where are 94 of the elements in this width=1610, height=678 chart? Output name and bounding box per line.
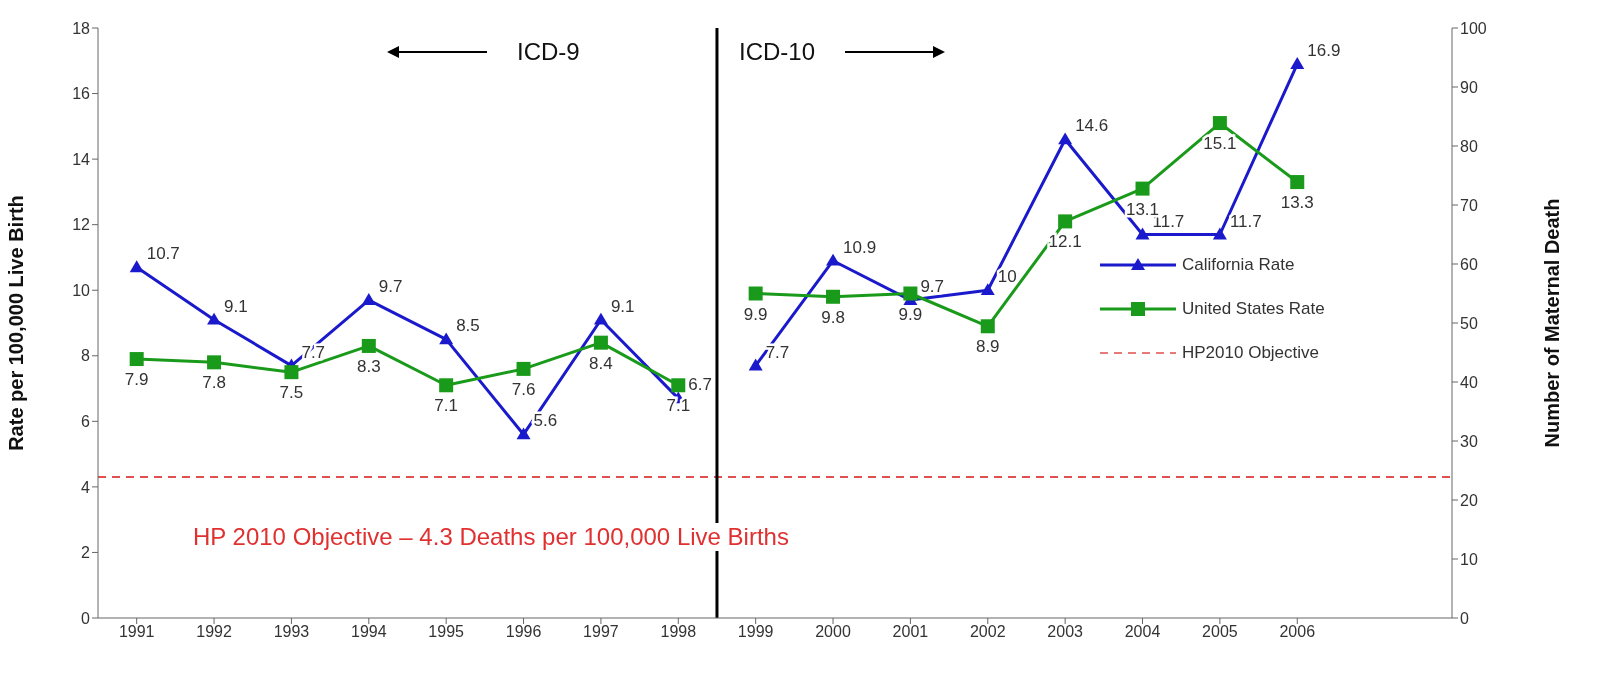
y2-tick-label: 0 (1460, 609, 1469, 627)
data-label: 7.7 (765, 342, 790, 362)
x-tick-label: 1992 (196, 623, 232, 641)
point (516, 427, 531, 440)
data-label: 14.6 (1075, 116, 1109, 136)
point (207, 312, 222, 325)
x-tick-label: 2003 (1047, 623, 1084, 641)
point (1135, 227, 1150, 240)
y-tick-label: 14 (72, 150, 91, 168)
x-tick-label: 1994 (351, 623, 387, 641)
y2-tick-label: 80 (1460, 137, 1478, 155)
point (748, 358, 763, 371)
data-label: 8.9 (975, 337, 1000, 357)
y-axis-title: Rate per 100,000 Live Birth (5, 195, 28, 451)
x-tick-label: 1993 (273, 623, 310, 641)
point (1212, 116, 1227, 131)
x-tick-label: 1997 (583, 623, 619, 641)
point (903, 286, 918, 301)
y2-tick-label: 70 (1460, 196, 1478, 214)
y2-axis-title: Number of Maternal Death (1541, 198, 1564, 448)
data-label: 9.1 (224, 296, 248, 316)
data-label: 10 (997, 267, 1017, 287)
y2-tick-label: 20 (1460, 491, 1478, 509)
point (129, 260, 144, 273)
x-tick-label: 2001 (892, 623, 929, 641)
annotation: ICD-10 (738, 38, 815, 66)
data-label: 13.3 (1280, 193, 1314, 213)
point (980, 319, 995, 334)
data-label: 16.9 (1307, 41, 1341, 61)
point (1290, 175, 1305, 190)
data-label: 8.5 (456, 316, 480, 336)
y2-tick-label: 10 (1460, 550, 1478, 568)
data-label: 6.7 (688, 375, 712, 395)
data-label: 8.4 (589, 353, 613, 373)
annotation: HP 2010 Objective – 4.3 Deaths per 100,000 Live Births (193, 522, 789, 551)
data-label: 9.8 (821, 307, 845, 327)
y-tick-label: 4 (81, 478, 91, 496)
y-tick-label: 2 (81, 544, 91, 562)
x-tick-label: 1998 (660, 623, 697, 641)
y-tick-label: 18 (72, 19, 91, 37)
y2-tick-label: 60 (1460, 255, 1478, 273)
data-label: 8.3 (356, 356, 381, 376)
point (1290, 57, 1305, 69)
x-tick-label: 2005 (1202, 623, 1238, 641)
x-tick-label: 1995 (428, 623, 465, 641)
data-label: 7.1 (666, 396, 691, 416)
point (1058, 132, 1073, 145)
data-label: 9.7 (378, 277, 403, 297)
x-tick-label: 2006 (1279, 623, 1316, 641)
x-tick-label: 2000 (815, 623, 851, 641)
x-tick-label: 2004 (1124, 623, 1161, 641)
data-label: 10.7 (146, 244, 180, 264)
point (748, 286, 763, 301)
point (1212, 227, 1227, 240)
x-tick-label: 1999 (737, 623, 774, 641)
data-label: 7.1 (434, 396, 458, 416)
point (826, 253, 841, 266)
annotation: ICD-9 (516, 38, 580, 66)
legend-label: California Rate (1182, 255, 1295, 275)
point (593, 312, 608, 325)
y-tick-label: 6 (81, 413, 91, 431)
data-label: 9.9 (743, 304, 768, 324)
data-label: 15.1 (1203, 134, 1237, 154)
y2-tick-label: 40 (1460, 373, 1478, 391)
data-label: 7.6 (511, 379, 536, 399)
y-tick-label: 10 (72, 281, 91, 299)
x-tick-label: 1991 (118, 623, 155, 641)
x-tick-label: 1996 (505, 623, 542, 641)
data-label: 9.9 (898, 304, 923, 324)
y-tick-label: 8 (81, 347, 91, 365)
point (361, 293, 376, 305)
data-label: 7.5 (279, 383, 304, 403)
legend-label: HP2010 Objective (1182, 343, 1320, 363)
point (1058, 214, 1073, 229)
y-tick-label: 16 (72, 85, 91, 103)
y2-tick-label: 90 (1460, 78, 1478, 96)
y-tick-label: 0 (81, 609, 91, 627)
x-tick-label: 2002 (969, 623, 1006, 641)
legend-label: United States Rate (1182, 299, 1325, 319)
data-label: 5.6 (533, 411, 558, 431)
y2-tick-label: 30 (1460, 432, 1478, 450)
y2-tick-label: 50 (1460, 314, 1478, 332)
point (1135, 181, 1150, 196)
point (826, 289, 841, 304)
data-label: 11.7 (1229, 211, 1262, 231)
data-label: 9.7 (920, 277, 945, 297)
data-label: 7.8 (202, 373, 226, 393)
data-label: 12.1 (1048, 232, 1082, 252)
point (980, 283, 995, 296)
y2-tick-label: 100 (1460, 19, 1487, 37)
y-tick-label: 12 (72, 216, 91, 234)
data-label: 7.9 (124, 370, 149, 390)
data-label: 9.1 (610, 296, 635, 316)
data-label: 10.9 (843, 237, 877, 257)
